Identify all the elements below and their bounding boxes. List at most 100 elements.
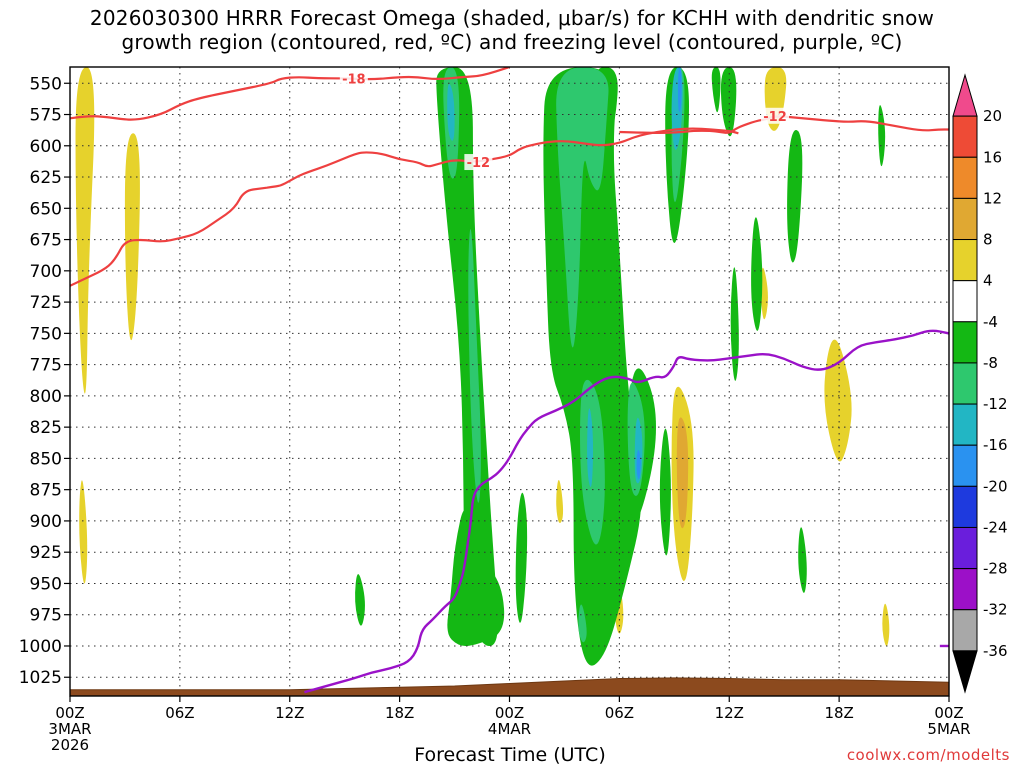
- colorbar-swatch-8: [952, 403, 978, 446]
- colorbar-swatch-9: [952, 444, 978, 487]
- omega-blue-area-2: [636, 450, 641, 480]
- omega-yellow-area-5: [761, 267, 768, 320]
- x-tick-label-12-1: 12Z: [275, 704, 304, 722]
- y-tick-label-825: 825: [30, 418, 62, 438]
- minus18-line-west-label-bg: [339, 70, 368, 87]
- colorbar-swatch-6: [952, 321, 978, 364]
- y-tick-label-1000: 1000: [19, 637, 62, 657]
- colorbar-label-13: -32: [983, 601, 1008, 619]
- y-tick-label-700: 700: [30, 262, 62, 282]
- x-tick-label-48-1: 00Z: [934, 704, 963, 722]
- omega-green-area-11: [751, 217, 763, 331]
- omega-green-area-15: [878, 105, 886, 167]
- freezing-level-line: [304, 329, 949, 694]
- y-tick-label-775: 775: [30, 356, 62, 376]
- x-tick-label-18-1: 18Z: [385, 704, 414, 722]
- colorbar-label-1: 20: [983, 107, 1002, 125]
- omega-yellow-area-3: [124, 133, 140, 341]
- y-tick-label-1025: 1025: [19, 668, 62, 688]
- colorbar-label-6: -4: [983, 313, 998, 331]
- credit-text: coolwx.com/modelts: [846, 746, 1010, 764]
- axes: 550 575 600 625 650 675 700 725 750 775 800 825 850 8…: [19, 66, 971, 754]
- y-tick-label-575: 575: [30, 106, 62, 126]
- colorbar-swatch-13: [952, 609, 978, 652]
- colorbar-label-12: -28: [983, 560, 1008, 578]
- omega-green-area-2: [447, 509, 505, 646]
- x-tick-label-6-1: 06Z: [165, 704, 194, 722]
- y-tick-label-950: 950: [30, 574, 62, 594]
- omega-green-area-1: [436, 67, 498, 646]
- plot-area: [70, 67, 949, 696]
- plot-background: [70, 67, 949, 696]
- colorbar-swatch-12: [952, 568, 978, 611]
- omega-shading: [75, 67, 890, 666]
- omega-blue-area-1: [678, 67, 682, 112]
- colorbar-swatch-2: [952, 156, 978, 199]
- colorbar-swatch-5: [952, 280, 978, 323]
- colorbar-swatch-1: [952, 115, 978, 158]
- colorbar-label-10: -20: [983, 477, 1008, 495]
- y-tick-label-725: 725: [30, 293, 62, 313]
- minus12-line-label-bg: [464, 154, 493, 171]
- minus12-line-east-label-bg: [761, 107, 790, 124]
- omega-orange-group: [676, 417, 689, 529]
- x-tick-label-0-3: 2026: [51, 736, 89, 754]
- terrain: [70, 677, 949, 696]
- y-tick-label-900: 900: [30, 512, 62, 532]
- colorbar-swatch-7: [952, 362, 978, 405]
- x-tick-label-30-1: 06Z: [605, 704, 634, 722]
- omega-green-area-14: [798, 527, 807, 593]
- y-tick-label-750: 750: [30, 324, 62, 344]
- colorbar-label-3: 12: [983, 189, 1002, 207]
- colorbar-label-5: 4: [983, 272, 993, 290]
- omega-green-area-3: [515, 492, 528, 623]
- colorbar-swatch-3: [952, 197, 978, 241]
- omega-cyan-area-1: [447, 84, 455, 141]
- omega-yellow-area-6: [824, 339, 852, 462]
- x-tick-label-42-1: 18Z: [824, 704, 853, 722]
- omega-yellow-area-1: [75, 67, 95, 394]
- omega-green-area-12: [787, 129, 803, 263]
- colorbar-swatch-4: [952, 239, 978, 282]
- x-axis-label: Forecast Time (UTC): [414, 744, 606, 766]
- y-tick-label-875: 875: [30, 481, 62, 501]
- title-line-1: 2026030300 HRRR Forecast Omega (shaded, …: [89, 6, 935, 30]
- colorbar-label-14: -36: [983, 642, 1008, 660]
- omega-green-area-4: [355, 574, 365, 626]
- colorbar-label-2: 16: [983, 148, 1002, 166]
- title-line-2: growth region (contoured, red, ºC) and f…: [121, 30, 903, 54]
- x-tick-label-36-1: 12Z: [715, 704, 744, 722]
- omega-cyan-area-4: [587, 408, 594, 487]
- terrain-layer: [70, 677, 949, 696]
- y-tick-label-625: 625: [30, 168, 62, 188]
- omega-yellow-area-7: [882, 603, 890, 646]
- omega-green-area-10: [720, 67, 737, 137]
- colorbar-label-8: -12: [983, 395, 1008, 413]
- minus12-line-label: -12: [467, 156, 491, 171]
- x-tick-label-0-1: 00Z: [55, 704, 84, 722]
- y-tick-label-850: 850: [30, 449, 62, 469]
- omega-green-area-8: [659, 428, 671, 556]
- minus18-line-west: [70, 67, 510, 121]
- x-tick-label-24-2: 4MAR: [488, 720, 531, 738]
- x-tick-label-0-2: 3MAR: [48, 720, 91, 738]
- colorbar-label-4: 8: [983, 231, 993, 249]
- colorbar-label-11: -24: [983, 518, 1008, 536]
- y-tick-label-550: 550: [30, 74, 62, 94]
- omega-seagreen-area-2: [468, 229, 481, 503]
- omega-seagreen-area-6: [578, 604, 587, 643]
- colorbar-swatch-11: [952, 526, 978, 570]
- colorbar-label-9: -16: [983, 436, 1008, 454]
- colorbar: 20 16 12 8 4 -4 -8 -12 -16 -20 -24 -28 -32 -36: [952, 73, 1008, 694]
- y-tick-label-600: 600: [30, 137, 62, 157]
- minus18-line-west-label: -18: [342, 72, 366, 87]
- omega-yellow-area-9: [556, 480, 564, 524]
- omega-green-area-13: [730, 267, 739, 381]
- grid: [69, 67, 950, 696]
- y-tick-label-650: 650: [30, 199, 62, 219]
- y-tick-label-675: 675: [30, 231, 62, 251]
- y-tick-label-975: 975: [30, 606, 62, 626]
- chart-title: 2026030300 HRRR Forecast Omega (shaded, …: [0, 6, 1024, 54]
- colorbar-label-7: -8: [983, 354, 998, 372]
